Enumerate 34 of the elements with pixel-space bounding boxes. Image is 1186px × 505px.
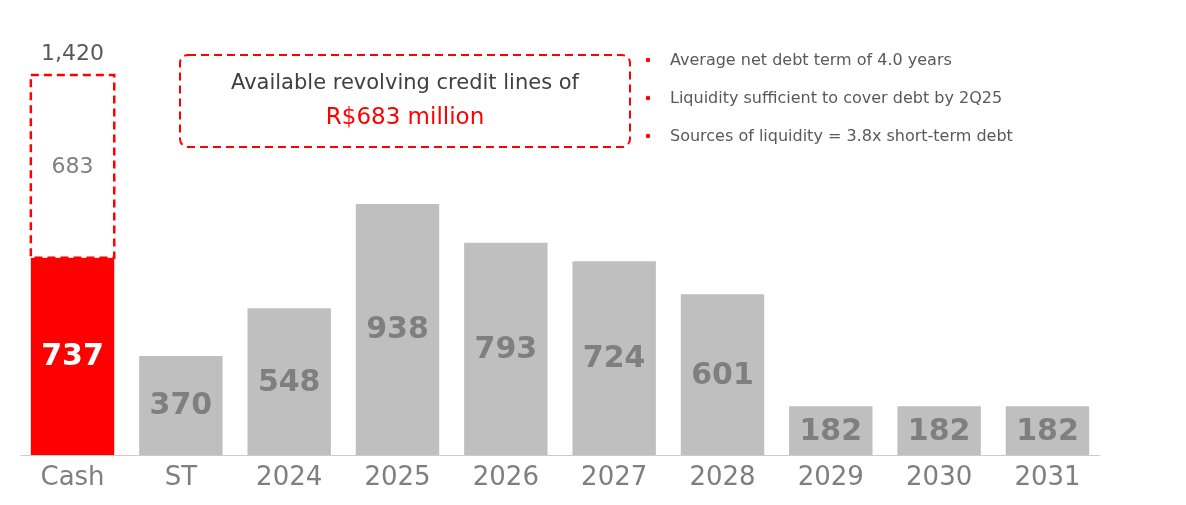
data-label: 182 — [907, 411, 971, 447]
bar — [572, 261, 656, 455]
x-tick-label: 2026 — [472, 460, 539, 491]
data-label: 548 — [257, 362, 321, 398]
text: Average net debt term of 4.0 years — [670, 50, 952, 69]
x-tick-label: 2025 — [364, 460, 431, 491]
bar — [464, 242, 548, 455]
bar — [680, 294, 765, 455]
data-label: 938 — [366, 310, 429, 346]
data-label: 370 — [149, 386, 213, 422]
x-tick-label: Cash — [40, 460, 105, 491]
bar — [355, 203, 440, 455]
annotation: Available revolving credit lines of — [231, 70, 580, 94]
bar — [139, 355, 223, 455]
x-tick-label: 2031 — [1014, 460, 1081, 491]
data-label: 793 — [474, 329, 538, 365]
total-label: 1,420 — [41, 40, 105, 65]
x-tick-label: 2027 — [581, 460, 648, 491]
bar — [247, 308, 331, 455]
data-label: 683 — [51, 153, 94, 179]
data-label: 601 — [691, 355, 754, 391]
x-tick-label: ST — [164, 460, 198, 491]
data-label: 182 — [1016, 411, 1079, 447]
x-tick-label: 2028 — [689, 460, 756, 491]
bar — [30, 257, 115, 455]
data-label: 737 — [41, 337, 104, 373]
data-label: 182 — [799, 411, 863, 447]
annotation: Liquidity sufficient to cover debt by 2Q25 — [670, 88, 1003, 107]
annotation: Sources of liquidity = 3.8x short-term debt — [670, 126, 1013, 145]
x-tick-label: 2029 — [797, 460, 864, 491]
data-label: 724 — [582, 339, 646, 375]
x-tick-label: 2030 — [906, 460, 973, 491]
annotation: R$683 million — [325, 103, 485, 129]
x-tick-label: 2024 — [256, 460, 323, 491]
